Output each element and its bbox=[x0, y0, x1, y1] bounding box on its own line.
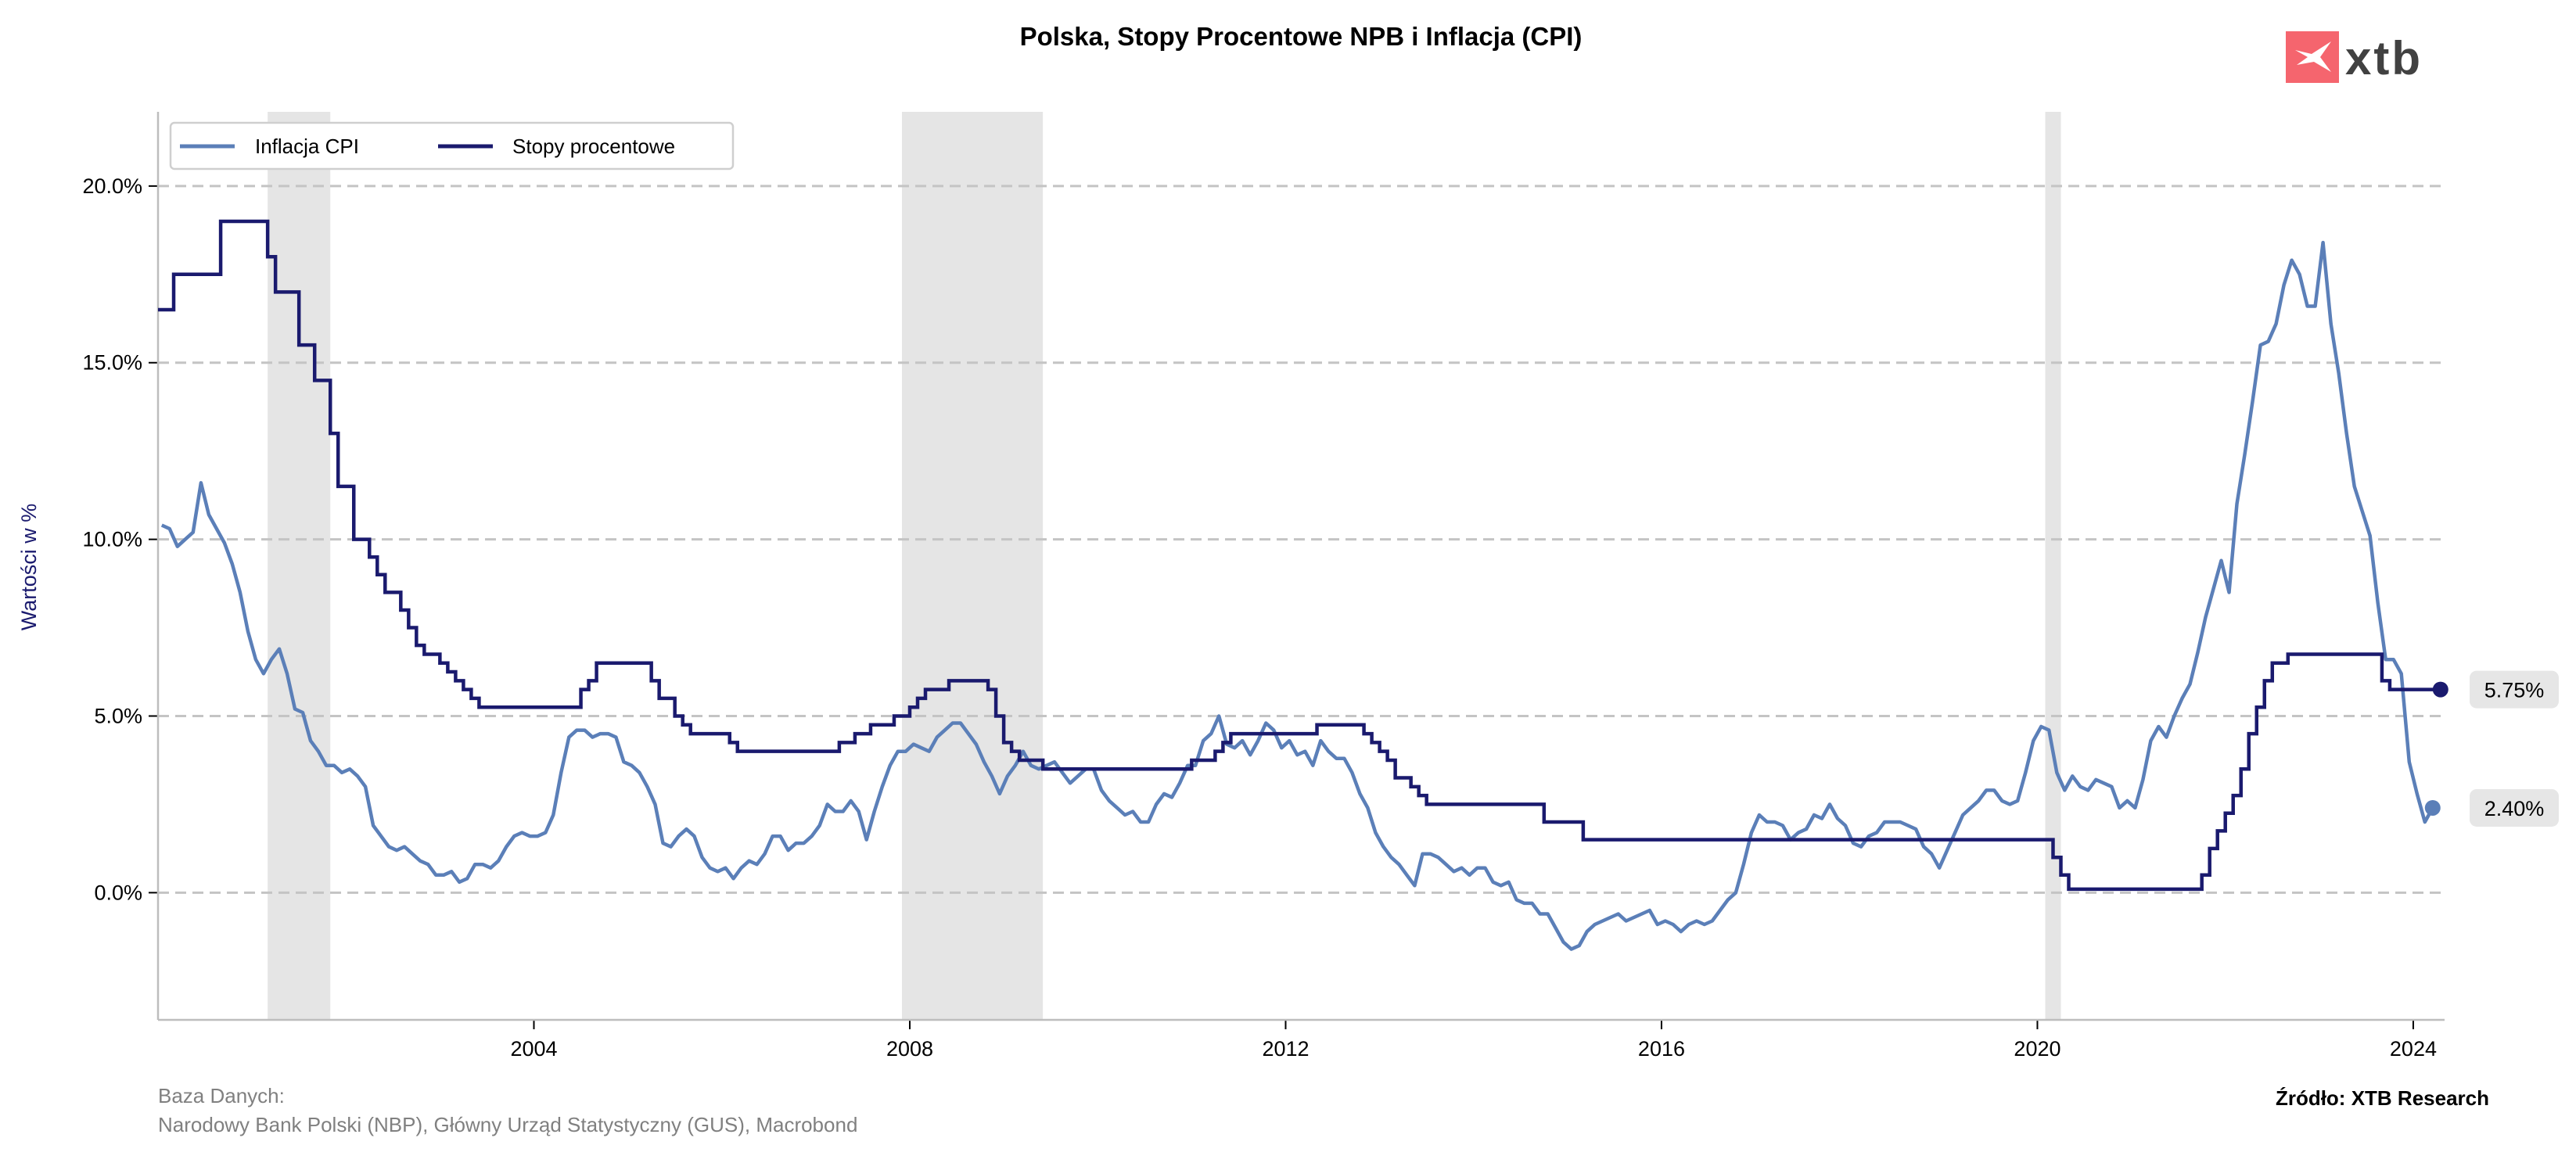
x-tick-label: 2004 bbox=[510, 1037, 557, 1061]
end-value-label: 5.75% bbox=[2484, 679, 2545, 702]
y-tick-label: 0.0% bbox=[94, 881, 142, 904]
footer-database-sources: Narodowy Bank Polski (NBP), Główny Urząd… bbox=[158, 1113, 857, 1136]
y-tick-label: 15.0% bbox=[82, 351, 142, 375]
footer-source: Źródło: XTB Research bbox=[2276, 1086, 2489, 1110]
y-axis-ticks: 0.0% 5.0% 10.0% 15.0% 20.0% bbox=[82, 174, 158, 904]
y-tick-label: 10.0% bbox=[82, 528, 142, 551]
y-tick-label: 20.0% bbox=[82, 174, 142, 198]
x-tick-label: 2008 bbox=[886, 1037, 933, 1061]
series-line-inflacja-cpi bbox=[160, 240, 2434, 951]
series-line-stopy-procentowe bbox=[158, 219, 2441, 892]
logo-text: xtb bbox=[2345, 32, 2423, 84]
legend: Inflacja CPI Stopy procentowe bbox=[169, 121, 735, 171]
legend-label-stopy-procentowe: Stopy procentowe bbox=[512, 135, 675, 158]
logo-x-icon bbox=[2295, 41, 2331, 72]
end-point-marker bbox=[2432, 681, 2448, 698]
chart-title: Polska, Stopy Procentowe NPB i Inflacja … bbox=[1020, 22, 1583, 51]
x-axis-ticks: 2004 2008 2012 2016 2020 2024 bbox=[510, 1020, 2437, 1061]
shaded-period bbox=[2045, 112, 2061, 1020]
shaded-period bbox=[901, 112, 1044, 1020]
y-tick-label: 5.0% bbox=[94, 704, 142, 727]
end-value-box bbox=[2470, 788, 2559, 827]
x-tick-label: 2020 bbox=[2014, 1037, 2060, 1061]
y-axis-label: Wartości w % bbox=[17, 504, 41, 631]
end-point-marker bbox=[2424, 799, 2441, 816]
end-value-markers: 5.75% 2.40% bbox=[2424, 670, 2559, 827]
x-tick-label: 2024 bbox=[2390, 1037, 2437, 1061]
xtb-logo: xtb bbox=[2286, 31, 2423, 84]
gridlines bbox=[158, 185, 2445, 894]
shaded-period bbox=[268, 112, 331, 1020]
footer-database-label: Baza Danych: bbox=[158, 1084, 285, 1107]
x-tick-label: 2016 bbox=[1638, 1037, 1685, 1061]
x-tick-label: 2012 bbox=[1262, 1037, 1309, 1061]
end-value-label: 2.40% bbox=[2484, 797, 2545, 820]
shaded-periods bbox=[268, 112, 2061, 1020]
legend-label-inflacja-cpi: Inflacja CPI bbox=[255, 135, 359, 158]
end-value-box bbox=[2470, 670, 2559, 709]
